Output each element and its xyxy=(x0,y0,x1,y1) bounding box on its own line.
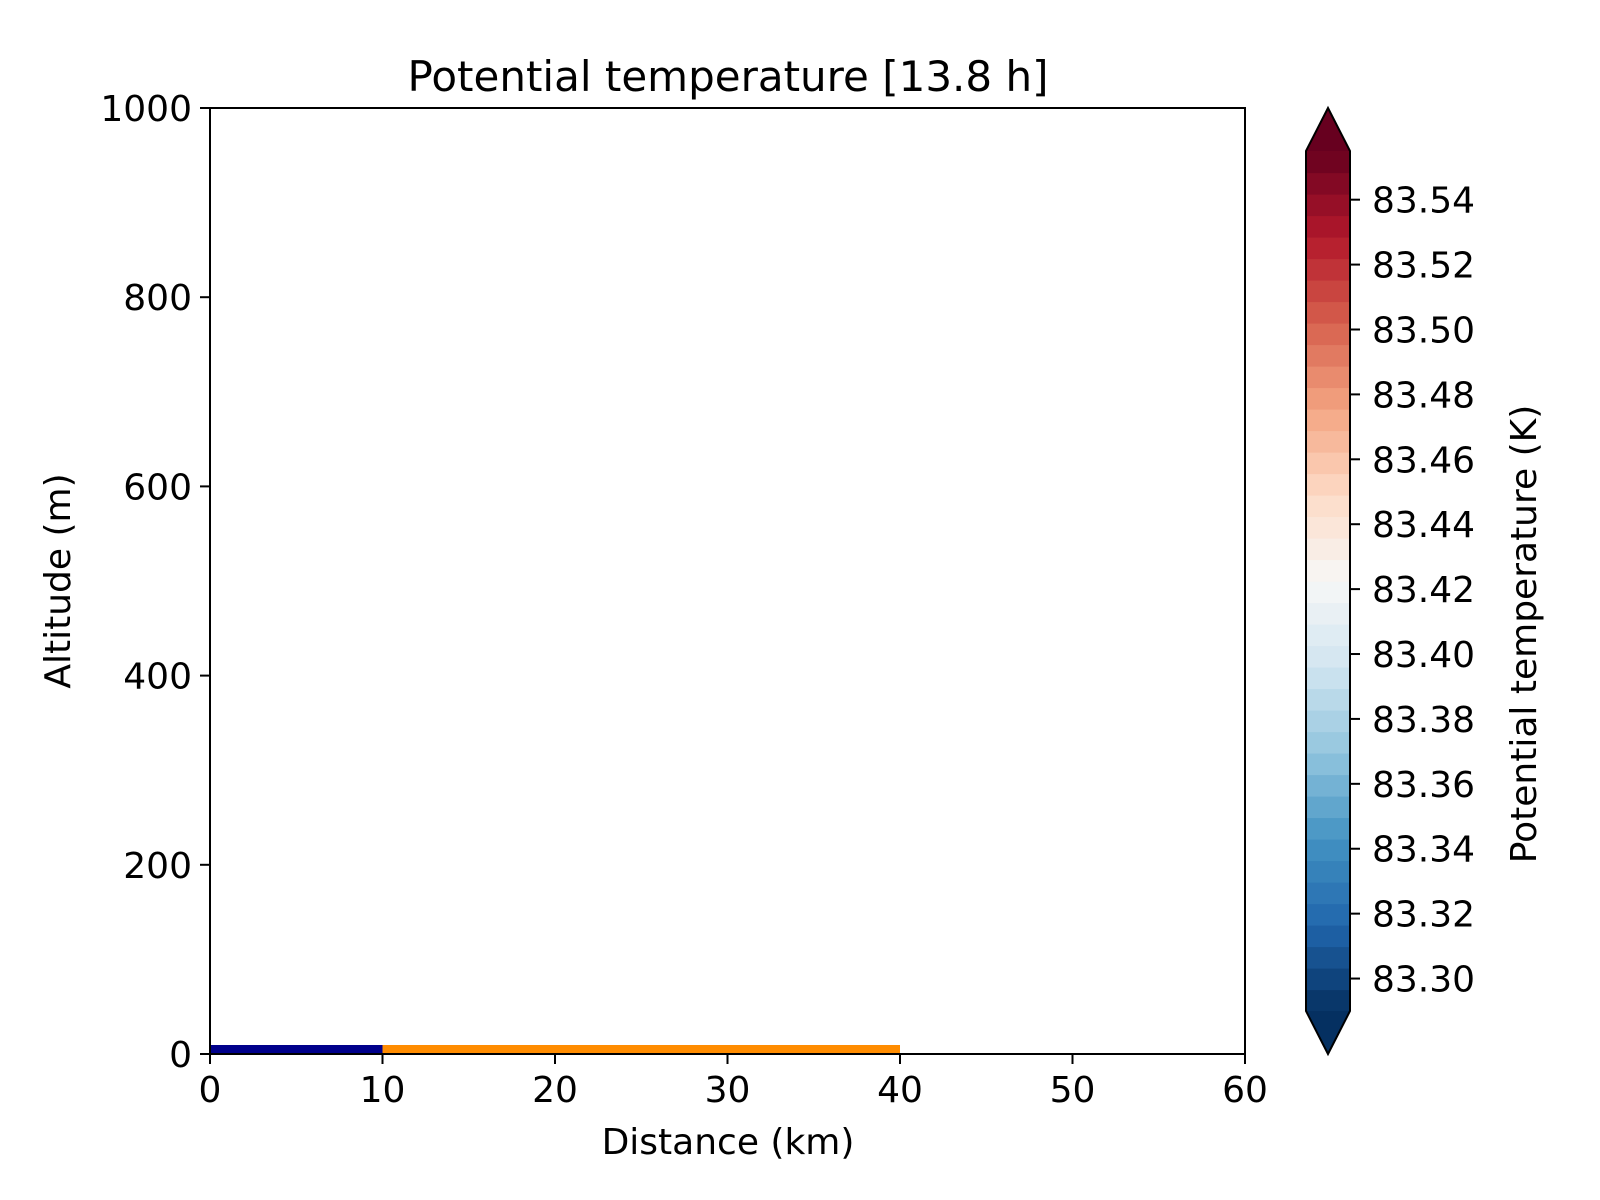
y-tick-label: 0 xyxy=(169,1035,192,1076)
colorbar-band xyxy=(1306,215,1350,238)
surface-segment-0 xyxy=(210,1045,383,1054)
x-tick-label: 60 xyxy=(1222,1070,1268,1111)
colorbar-band xyxy=(1306,538,1350,561)
colorbar-tick-label: 83.42 xyxy=(1372,570,1475,611)
y-axis-label: Altitude (m) xyxy=(38,473,79,688)
colorbar-band xyxy=(1306,774,1350,797)
colorbar-band xyxy=(1306,194,1350,217)
colorbar-tick-label: 83.54 xyxy=(1372,181,1475,222)
colorbar-bands xyxy=(1306,151,1350,1012)
y-tick-label: 1000 xyxy=(100,89,192,130)
colorbar-band xyxy=(1306,237,1350,260)
x-tick-label: 50 xyxy=(1050,1070,1096,1111)
colorbar-band xyxy=(1306,667,1350,690)
colorbar-tick-label: 83.36 xyxy=(1372,765,1475,806)
x-tick-label: 10 xyxy=(360,1070,406,1111)
colorbar-band xyxy=(1306,258,1350,281)
colorbar-extend-top xyxy=(1306,108,1350,151)
colorbar-band xyxy=(1306,989,1350,1012)
colorbar-outline xyxy=(1305,105,1351,1057)
colorbar-tick-label: 83.46 xyxy=(1372,440,1475,481)
y-tick-label: 600 xyxy=(123,467,192,508)
colorbar-band xyxy=(1306,688,1350,711)
colorbar-band xyxy=(1306,645,1350,668)
y-tick-label: 400 xyxy=(123,657,192,698)
y-tick-label: 200 xyxy=(123,846,192,887)
x-tick-label: 20 xyxy=(532,1070,578,1111)
colorbar-band xyxy=(1306,172,1350,195)
colorbar-band xyxy=(1306,409,1350,432)
colorbar-extend-bottom xyxy=(1306,1011,1350,1054)
colorbar-band xyxy=(1306,817,1350,840)
y-tick-label: 800 xyxy=(123,278,192,319)
colorbar-band xyxy=(1306,882,1350,905)
colorbar-band xyxy=(1306,946,1350,969)
x-axis: 0 10 20 30 40 50 60 xyxy=(199,1054,1268,1111)
colorbar-band xyxy=(1306,710,1350,733)
colorbar-band xyxy=(1306,731,1350,754)
colorbar-band xyxy=(1306,925,1350,948)
colorbar-band xyxy=(1306,839,1350,862)
surface-layer xyxy=(210,1045,900,1054)
colorbar-tick-label: 83.38 xyxy=(1372,700,1475,741)
colorbar-tick-label: 83.50 xyxy=(1372,310,1475,351)
colorbar-band xyxy=(1306,323,1350,346)
colorbar-band xyxy=(1306,280,1350,303)
colorbar-band xyxy=(1306,559,1350,582)
colorbar-band xyxy=(1306,624,1350,647)
colorbar-band xyxy=(1306,430,1350,453)
colorbar-band xyxy=(1306,753,1350,776)
colorbar: 83.30 83.32 83.34 83.36 83.38 83.40 83.42 83.44… xyxy=(1305,105,1545,1057)
colorbar-tick-label: 83.52 xyxy=(1372,246,1475,287)
colorbar-tick-label: 83.32 xyxy=(1372,895,1475,936)
y-axis: 0 200 400 600 800 1000 xyxy=(100,89,210,1076)
x-axis-label: Distance (km) xyxy=(602,1122,855,1163)
colorbar-tick-label: 83.44 xyxy=(1372,505,1475,546)
colorbar-label: Potential temperature (K) xyxy=(1504,405,1545,864)
colorbar-tick-label: 83.48 xyxy=(1372,375,1475,416)
colorbar-band xyxy=(1306,387,1350,410)
x-tick-label: 40 xyxy=(877,1070,923,1111)
plot-background xyxy=(210,108,1245,1054)
colorbar-band xyxy=(1306,903,1350,926)
colorbar-band xyxy=(1306,860,1350,883)
surface-segment-1 xyxy=(382,1045,900,1054)
colorbar-tick-label: 83.40 xyxy=(1372,635,1475,676)
colorbar-band xyxy=(1306,151,1350,174)
colorbar-band xyxy=(1306,796,1350,819)
colorbar-band xyxy=(1306,516,1350,539)
colorbar-tick-label: 83.34 xyxy=(1372,830,1475,871)
colorbar-band xyxy=(1306,366,1350,389)
colorbar-band xyxy=(1306,602,1350,625)
x-tick-label: 0 xyxy=(199,1070,222,1111)
colorbar-band xyxy=(1306,968,1350,991)
plot-area xyxy=(209,107,1246,1055)
x-tick-label: 30 xyxy=(705,1070,751,1111)
colorbar-band xyxy=(1306,473,1350,496)
colorbar-band xyxy=(1306,452,1350,475)
colorbar-band xyxy=(1306,581,1350,604)
colorbar-band xyxy=(1306,301,1350,324)
colorbar-ticks: 83.30 83.32 83.34 83.36 83.38 83.40 83.42 83.44… xyxy=(1350,181,1475,1001)
colorbar-tick-label: 83.30 xyxy=(1372,960,1475,1001)
colorbar-band xyxy=(1306,344,1350,367)
chart-title: Potential temperature [13.8 h] xyxy=(408,52,1049,101)
colorbar-band xyxy=(1306,495,1350,518)
